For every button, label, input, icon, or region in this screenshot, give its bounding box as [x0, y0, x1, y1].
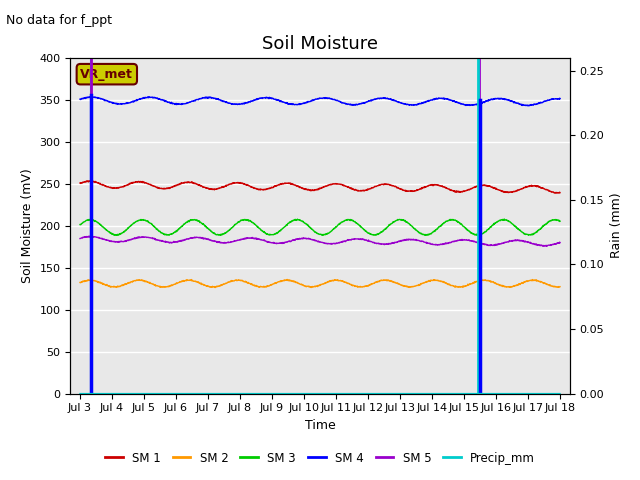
SM 3 [76, 222, 84, 228]
SM 4 [556, 96, 564, 101]
SM 3 [299, 219, 307, 225]
SM 2 [211, 285, 219, 290]
Precip_mm [556, 391, 564, 396]
SM 1 [76, 180, 84, 186]
Text: VR_met: VR_met [81, 68, 133, 81]
SM 4 [76, 96, 84, 102]
SM 5 [133, 235, 141, 241]
SM 5 [556, 240, 564, 246]
Line: SM 1: SM 1 [80, 181, 560, 193]
SM 1 [556, 190, 564, 196]
SM 5 [543, 243, 550, 249]
SM 4 [114, 101, 122, 107]
SM 3 [290, 217, 298, 223]
SM 4 [133, 96, 141, 102]
SM 2 [350, 283, 358, 288]
SM 1 [280, 181, 288, 187]
Line: SM 5: SM 5 [80, 236, 560, 246]
SM 1 [290, 182, 298, 188]
SM 3 [111, 232, 118, 238]
SM 3 [114, 232, 122, 238]
Title: Soil Moisture: Soil Moisture [262, 35, 378, 53]
SM 3 [556, 218, 564, 224]
SM 1 [349, 186, 357, 192]
SM 1 [299, 186, 307, 192]
SM 2 [556, 284, 564, 289]
Precip_mm [290, 391, 298, 396]
SM 4 [290, 102, 298, 108]
Precip_mm [133, 391, 141, 396]
Y-axis label: Soil Moisture (mV): Soil Moisture (mV) [21, 168, 34, 283]
Line: SM 2: SM 2 [80, 279, 560, 288]
SM 4 [524, 103, 532, 108]
SM 5 [349, 236, 357, 242]
Line: SM 4: SM 4 [80, 97, 560, 106]
SM 3 [500, 216, 508, 222]
Precip_mm [280, 391, 287, 396]
SM 1 [555, 190, 563, 196]
Precip_mm [298, 391, 306, 396]
SM 4 [299, 101, 307, 107]
SM 2 [299, 282, 307, 288]
SM 3 [280, 225, 288, 230]
SM 1 [114, 185, 122, 191]
SM 5 [86, 233, 93, 239]
Precip_mm [349, 391, 357, 396]
Legend: SM 1, SM 2, SM 3, SM 4, SM 5, Precip_mm: SM 1, SM 2, SM 3, SM 4, SM 5, Precip_mm [100, 447, 540, 469]
SM 2 [284, 276, 291, 282]
X-axis label: Time: Time [305, 419, 335, 432]
SM 5 [290, 237, 298, 242]
SM 2 [133, 277, 141, 283]
SM 4 [349, 102, 357, 108]
SM 5 [114, 239, 122, 245]
SM 2 [76, 280, 84, 286]
SM 4 [280, 99, 288, 105]
Precip_mm [76, 391, 84, 396]
SM 5 [76, 236, 84, 241]
SM 2 [280, 277, 288, 283]
Line: SM 3: SM 3 [80, 219, 560, 235]
SM 4 [88, 94, 95, 100]
SM 1 [133, 179, 141, 185]
Text: No data for f_ppt: No data for f_ppt [6, 14, 113, 27]
SM 2 [113, 284, 121, 290]
SM 1 [84, 178, 92, 184]
SM 3 [349, 218, 357, 224]
Y-axis label: Rain (mm): Rain (mm) [610, 193, 623, 258]
SM 5 [299, 236, 307, 242]
Precip_mm [113, 391, 121, 396]
SM 2 [291, 278, 298, 284]
SM 5 [280, 240, 288, 245]
SM 3 [133, 218, 141, 224]
